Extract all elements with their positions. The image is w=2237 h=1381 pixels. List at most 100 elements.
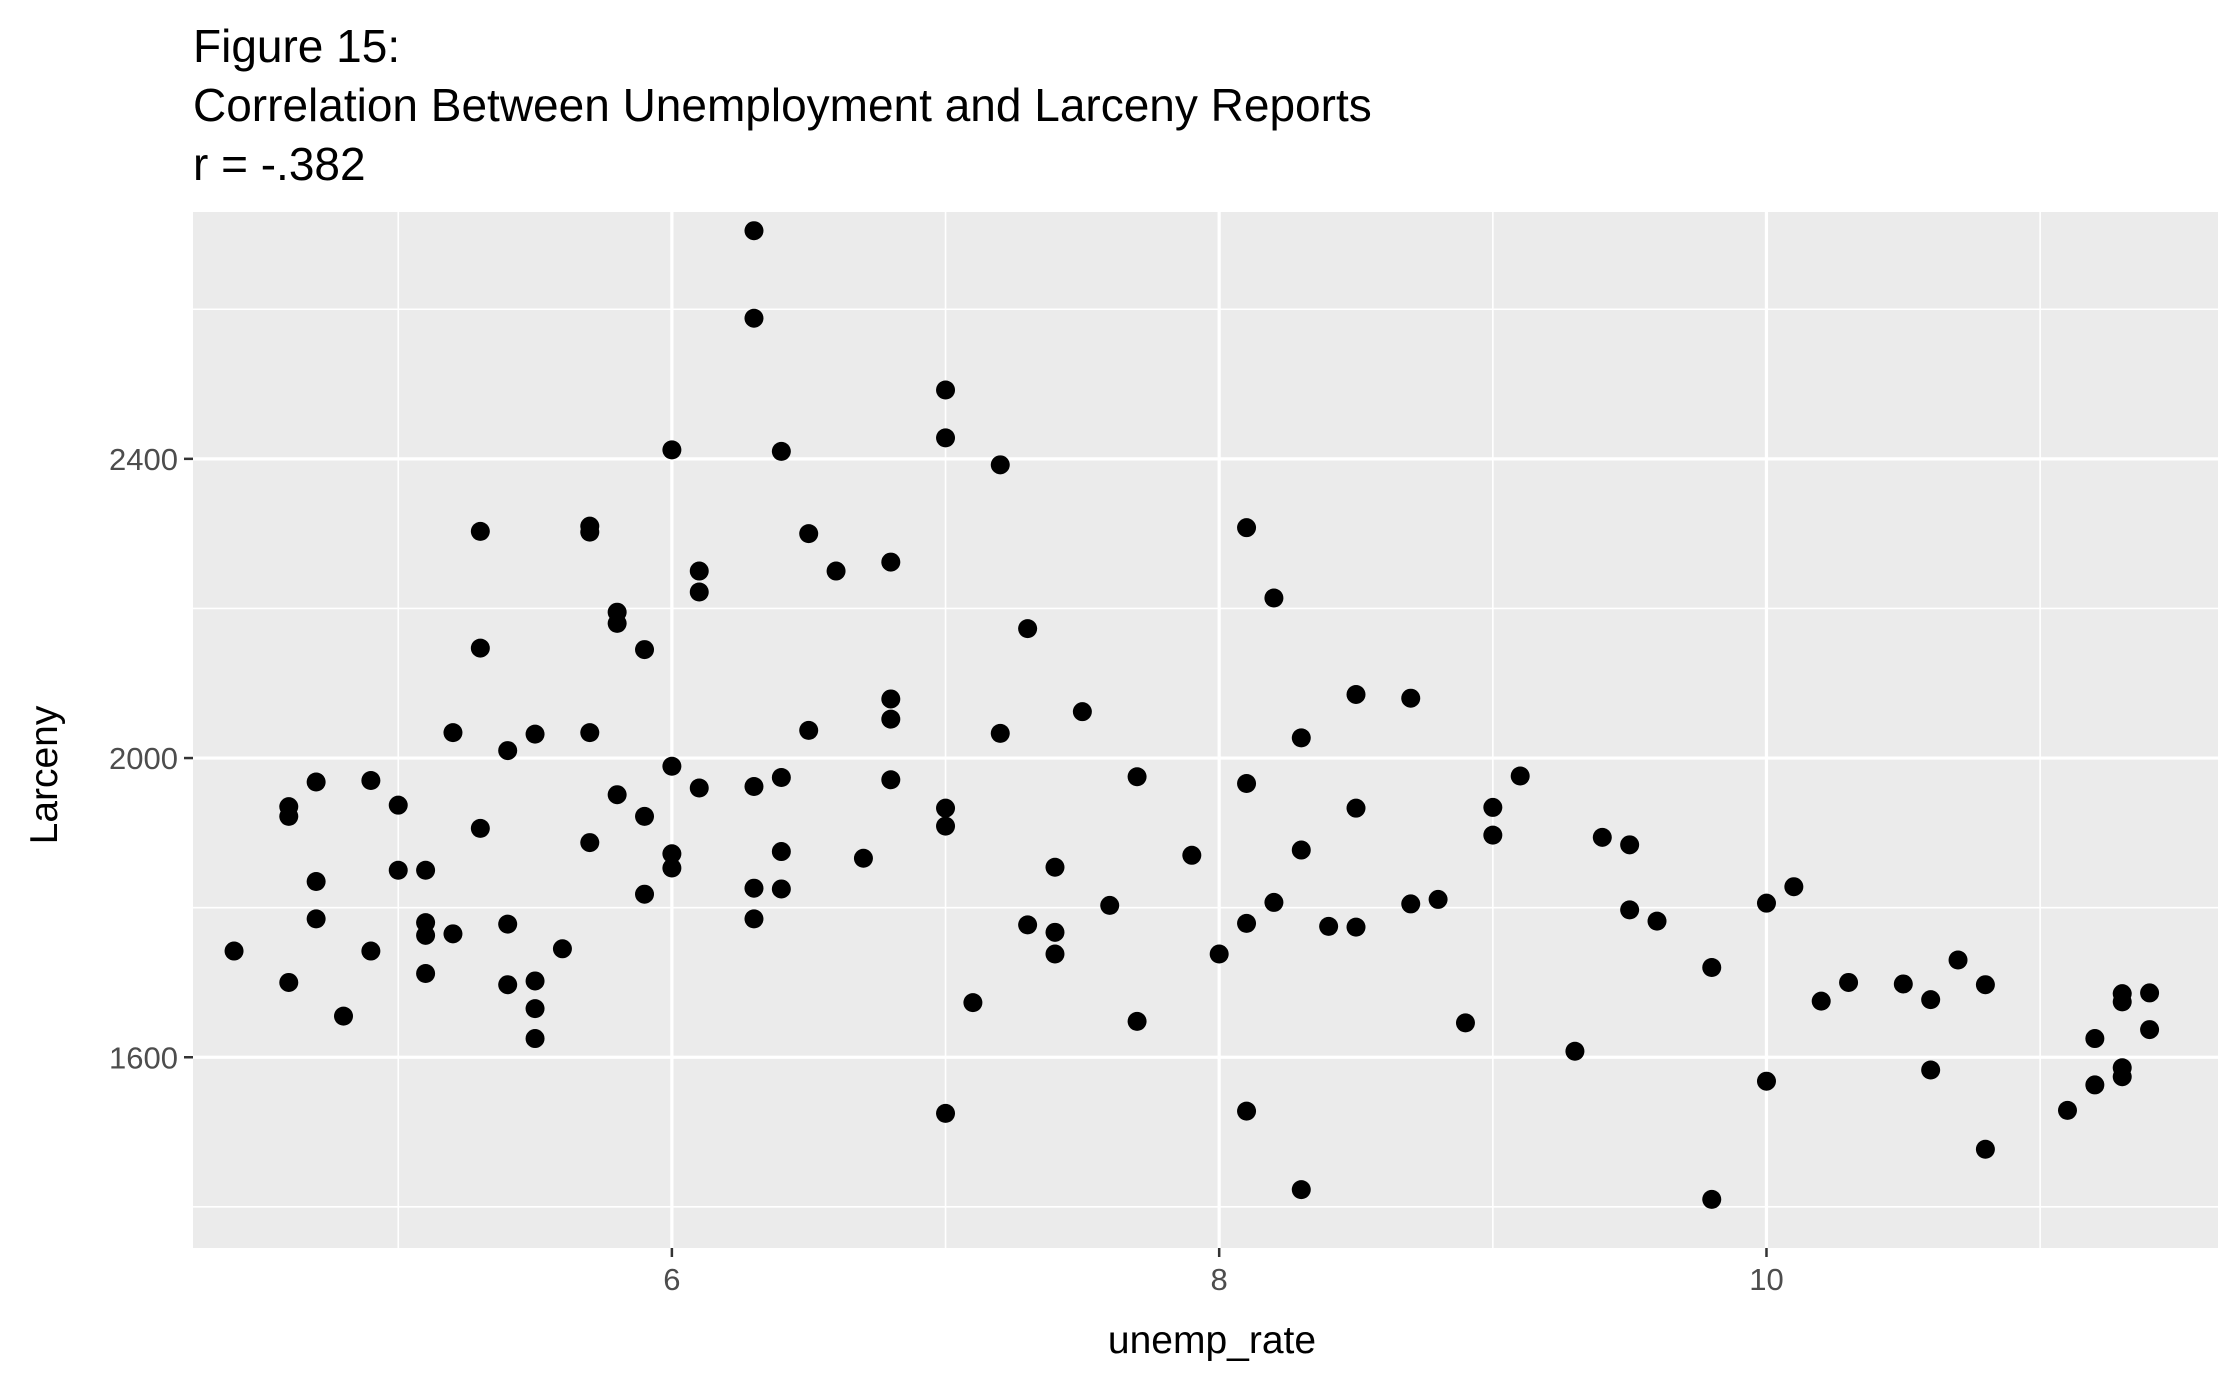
data-point (306, 772, 326, 792)
data-point (361, 941, 381, 961)
data-point (1237, 773, 1257, 793)
data-point (744, 909, 764, 929)
data-point (2057, 1100, 2077, 1120)
data-point (689, 582, 709, 602)
data-point (799, 720, 819, 740)
data-point (1401, 894, 1421, 914)
data-point (936, 798, 956, 818)
data-point (689, 561, 709, 581)
data-point (1483, 797, 1503, 817)
data-point (936, 428, 956, 448)
data-point (1291, 728, 1311, 748)
title-line-2: Correlation Between Unemployment and Lar… (193, 79, 1372, 131)
data-point (1483, 825, 1503, 845)
chart-title: Figure 15: Correlation Between Unemploym… (193, 20, 1372, 190)
data-point (416, 963, 436, 983)
data-point (744, 776, 764, 796)
data-point (443, 924, 463, 944)
data-point (881, 552, 901, 572)
data-point (1045, 922, 1065, 942)
data-point (498, 741, 518, 761)
x-tick-label: 6 (663, 1262, 680, 1297)
data-point (1127, 1011, 1147, 1031)
data-point (799, 524, 819, 544)
data-point (1592, 827, 1612, 847)
data-point (689, 778, 709, 798)
data-point (662, 440, 682, 460)
data-point (771, 767, 791, 787)
data-point (826, 561, 846, 581)
data-point (1291, 1180, 1311, 1200)
data-point (1346, 684, 1366, 704)
data-point (1565, 1041, 1585, 1061)
data-point (552, 939, 572, 959)
data-point (936, 380, 956, 400)
data-point (1620, 900, 1640, 920)
data-point (279, 972, 299, 992)
data-point (1237, 1101, 1257, 1121)
data-point (443, 723, 463, 743)
data-point (1237, 913, 1257, 933)
data-point (224, 941, 244, 961)
title-line-1: Figure 15: (193, 20, 400, 72)
data-point (2140, 1020, 2160, 1040)
x-axis-title: unemp_rate (1108, 1319, 1316, 1362)
data-point (662, 756, 682, 776)
data-point (1045, 944, 1065, 964)
data-point (416, 925, 436, 945)
y-tick-label: 1600 (109, 1040, 178, 1075)
data-point (525, 1029, 545, 1049)
data-point (1784, 877, 1804, 897)
data-point (580, 723, 600, 743)
data-point (1100, 895, 1120, 915)
data-point (771, 879, 791, 899)
data-point (1018, 915, 1038, 935)
data-point (388, 795, 408, 815)
data-point (635, 806, 655, 826)
data-point (1510, 766, 1530, 786)
data-point (1018, 619, 1038, 639)
data-point (963, 993, 983, 1013)
title-line-3: r = -.382 (193, 138, 366, 190)
data-point (607, 785, 627, 805)
data-point (881, 709, 901, 729)
data-point (470, 638, 490, 658)
data-point (306, 909, 326, 929)
data-point (1346, 917, 1366, 937)
data-point (1620, 835, 1640, 855)
data-point (662, 858, 682, 878)
data-point (306, 871, 326, 891)
data-point (1948, 950, 1968, 970)
data-point (1127, 767, 1147, 787)
major-gridlines (193, 212, 2218, 1248)
data-point (662, 844, 682, 864)
data-point (334, 1006, 354, 1026)
data-point (1811, 991, 1831, 1011)
data-point (1346, 798, 1366, 818)
data-point (525, 999, 545, 1019)
data-point (2085, 1029, 2105, 1049)
data-point (936, 1103, 956, 1123)
data-point (1045, 857, 1065, 877)
data-point (1401, 688, 1421, 708)
data-point (1319, 916, 1339, 936)
data-point (279, 806, 299, 826)
data-point (525, 971, 545, 991)
data-point (1702, 1189, 1722, 1209)
data-point (470, 818, 490, 838)
data-point (1072, 702, 1092, 722)
data-point (1921, 990, 1941, 1010)
data-point (525, 724, 545, 744)
data-point (1428, 889, 1448, 909)
data-point (1702, 957, 1722, 977)
data-point (771, 842, 791, 862)
data-point (607, 613, 627, 633)
data-point (1209, 944, 1229, 964)
y-tick-label: 2400 (109, 442, 178, 477)
data-point (361, 770, 381, 790)
data-point (1264, 588, 1284, 608)
data-point (1975, 975, 1995, 995)
x-tick-label: 8 (1211, 1262, 1228, 1297)
data-point (881, 770, 901, 790)
